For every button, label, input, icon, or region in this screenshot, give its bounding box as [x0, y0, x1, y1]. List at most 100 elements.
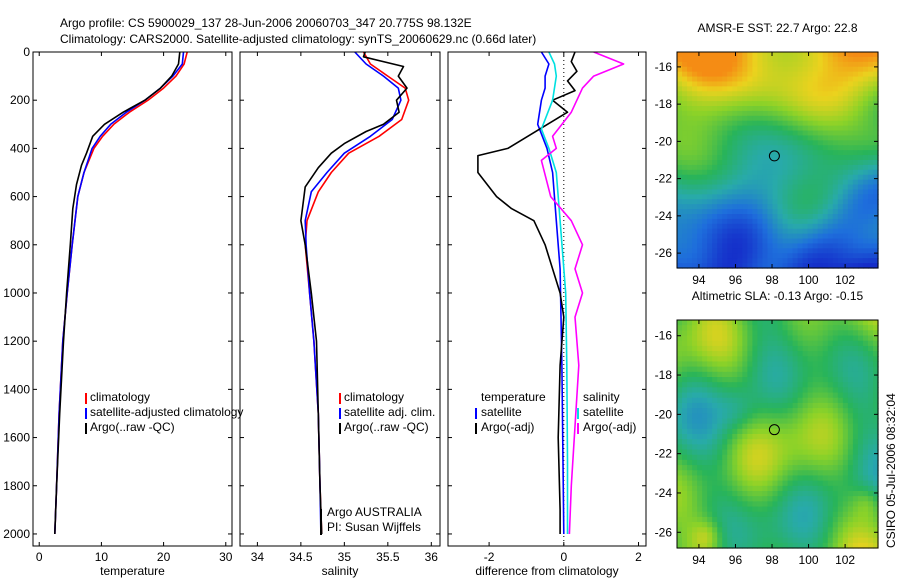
heatmap-cell [692, 115, 698, 122]
heatmap-cell [762, 228, 769, 235]
heatmap-cell [857, 61, 864, 68]
heatmap-cell [822, 320, 829, 326]
heatmap-cell [757, 194, 764, 200]
heatmap-cell [847, 470, 854, 477]
heatmap-cell [752, 408, 759, 414]
heatmap-cell [712, 361, 718, 368]
heatmap-cell [737, 174, 743, 181]
heatmap-cell [732, 470, 738, 477]
heatmap-cell [687, 496, 693, 502]
heatmap-cell [687, 501, 693, 508]
heatmap-cell [872, 501, 879, 508]
heatmap-cell [787, 91, 794, 97]
heatmap-cell [767, 491, 774, 497]
heatmap-cell [817, 496, 824, 502]
heatmap-cell [722, 377, 728, 383]
heatmap-cell [742, 402, 748, 409]
heatmap-cell [737, 444, 743, 451]
heatmap-cell [862, 263, 869, 269]
heatmap-cell [777, 115, 784, 122]
heatmap-cell [747, 130, 753, 137]
x-tick-label: 96 [729, 553, 743, 567]
heatmap-cell [752, 248, 759, 254]
heatmap-cell [782, 86, 789, 92]
heatmap-cell [832, 258, 839, 264]
heatmap-cell [807, 444, 814, 451]
heatmap-cell [852, 423, 859, 430]
heatmap-cell [852, 115, 859, 122]
heatmap-cell [772, 465, 779, 471]
heatmap-cell [707, 501, 713, 508]
heatmap-cell [697, 174, 703, 181]
heatmap-cell [817, 382, 824, 388]
heatmap-cell [872, 444, 879, 451]
heatmap-cell [762, 397, 769, 404]
x-tick-label: 0 [36, 550, 43, 564]
heatmap-cell [867, 140, 874, 146]
heatmap-cell [872, 61, 879, 68]
heatmap-cell [777, 516, 784, 523]
heatmap-cell [752, 496, 759, 502]
heatmap-cell [767, 243, 774, 249]
heatmap-cell [742, 120, 748, 127]
heatmap-cell [702, 258, 708, 264]
heatmap-cell [822, 56, 829, 63]
heatmap-cell [722, 356, 728, 363]
heatmap-cell [742, 325, 748, 331]
heatmap-cell [787, 449, 794, 456]
heatmap-cell [762, 511, 769, 518]
heatmap-cell [752, 522, 759, 528]
heatmap-cell [702, 71, 708, 78]
heatmap-cell [867, 209, 874, 215]
heatmap-cell [782, 485, 789, 492]
heatmap-cell [697, 91, 703, 97]
heatmap-cell [717, 145, 723, 151]
heatmap-cell [677, 351, 683, 357]
legend-swatch [577, 408, 579, 419]
heatmap-cell [742, 140, 748, 146]
heatmap-cell [777, 218, 784, 225]
heatmap-cell [697, 140, 703, 146]
heatmap-cell [682, 402, 688, 409]
heatmap-cell [827, 485, 834, 492]
heatmap-cell [777, 61, 784, 68]
heatmap-cell [747, 542, 753, 549]
heatmap-cell [732, 110, 738, 117]
heatmap-cell [747, 361, 753, 368]
heatmap-cell [767, 228, 774, 235]
heatmap-cell [797, 130, 804, 137]
heatmap-cell [867, 155, 874, 161]
heatmap-cell [777, 110, 784, 117]
heatmap-cell [762, 179, 769, 186]
heatmap-cell [717, 233, 723, 240]
heatmap-cell [792, 496, 799, 502]
heatmap-cell [732, 491, 738, 497]
heatmap-cell [737, 356, 743, 363]
heatmap-cell [777, 423, 784, 430]
heatmap-cell [817, 194, 824, 200]
heatmap-cell [852, 434, 859, 440]
heatmap-cell [752, 475, 759, 482]
heatmap-cell [797, 228, 804, 235]
heatmap-cell [747, 397, 753, 404]
heatmap-cell [812, 243, 819, 249]
heatmap-cell [787, 189, 794, 195]
heatmap-cell [752, 351, 759, 357]
heatmap-cell [727, 413, 733, 420]
heatmap-cell [837, 96, 844, 102]
heatmap-cell [682, 164, 688, 171]
heatmap-cell [712, 174, 718, 181]
heatmap-cell [852, 238, 859, 245]
heatmap-cell [847, 258, 854, 264]
heatmap-cell [797, 66, 804, 73]
heatmap-cell [722, 371, 728, 378]
heatmap-cell [722, 402, 728, 409]
heatmap-cell [787, 253, 794, 259]
heatmap-cell [827, 366, 834, 373]
heatmap-cell [857, 387, 864, 394]
heatmap-cell [707, 382, 713, 388]
heatmap-cell [697, 164, 703, 171]
heatmap-cell [722, 465, 728, 471]
heatmap-cell [762, 382, 769, 388]
heatmap-cell [802, 248, 809, 254]
